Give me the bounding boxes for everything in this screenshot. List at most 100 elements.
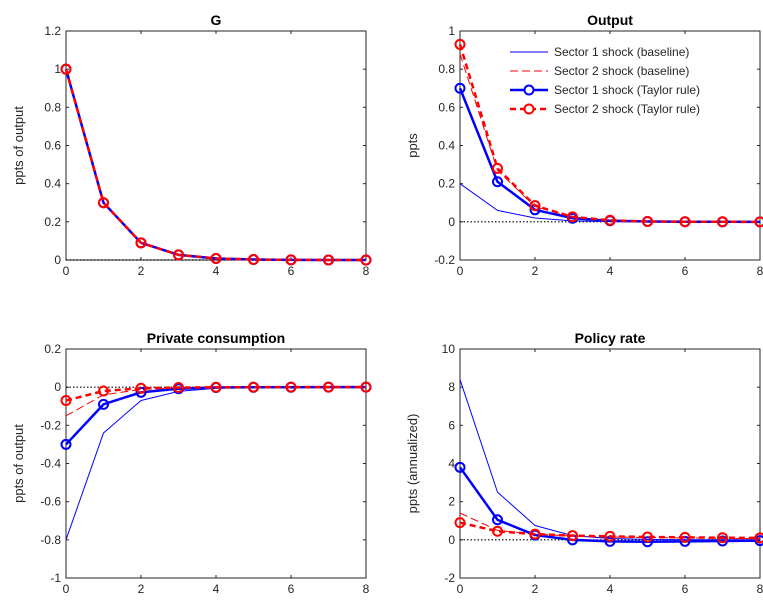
x-tick-label: 0 — [63, 264, 70, 278]
y-tick-label: 0.4 — [44, 177, 61, 191]
x-tick-label: 6 — [682, 582, 689, 596]
y-tick-label: -1 — [50, 571, 61, 585]
data-point-s2_taylor — [642, 531, 653, 543]
y-tick-label: 0 — [448, 533, 455, 547]
x-tick-label: 2 — [532, 582, 539, 596]
data-point-s2_taylor — [135, 237, 147, 249]
y-tick-label: -2 — [444, 571, 455, 585]
y-tick-label: -0.2 — [434, 253, 455, 267]
y-axis-label: ppts of output — [11, 424, 26, 503]
data-point-s2_taylor — [529, 528, 541, 540]
data-point-s2_taylor — [754, 532, 763, 544]
x-tick-label: 0 — [457, 582, 464, 596]
x-tick-label: 8 — [363, 582, 370, 596]
data-point-s2_taylor — [323, 381, 334, 393]
panel-title: Private consumption — [147, 330, 285, 346]
data-point-s2_taylor — [210, 381, 222, 393]
y-tick-label: 0.2 — [44, 215, 61, 229]
legend-entry: Sector 2 shock (baseline) — [554, 64, 689, 78]
y-tick-label: 0.6 — [44, 139, 61, 153]
data-point-s2_taylor — [285, 254, 297, 266]
y-tick-label: 1 — [54, 62, 61, 76]
y-tick-label: -0.8 — [40, 533, 61, 547]
data-point-s2_taylor — [60, 63, 72, 75]
data-point-s2_taylor — [492, 162, 503, 174]
y-tick-label: 2 — [448, 495, 455, 509]
series-line-s2_taylor — [64, 68, 367, 262]
axes-box — [65, 30, 367, 261]
x-tick-label: 4 — [213, 582, 220, 596]
data-point-s2_taylor — [210, 252, 222, 264]
y-tick-label: 0 — [54, 253, 61, 267]
x-tick-label: 6 — [288, 264, 295, 278]
data-point-s2_taylor — [567, 530, 578, 542]
data-point-s2_taylor — [360, 381, 372, 393]
x-tick-label: 6 — [288, 582, 295, 596]
legend-entry: Sector 1 shock (Taylor rule) — [554, 83, 700, 97]
data-point-s2_taylor — [454, 517, 466, 529]
y-tick-label: 0.2 — [44, 342, 61, 356]
y-axis-label: ppts — [405, 133, 420, 158]
x-tick-label: 4 — [607, 264, 614, 278]
y-tick-label: 1 — [448, 24, 455, 38]
legend-marker — [523, 84, 535, 96]
axes-box — [459, 348, 761, 579]
x-tick-label: 2 — [138, 582, 145, 596]
data-point-s2_taylor — [754, 216, 763, 228]
y-axis-label: ppts of output — [11, 106, 26, 185]
data-point-s1_taylor — [60, 438, 72, 450]
data-point-s2_taylor — [567, 211, 578, 223]
x-tick-label: 8 — [363, 264, 370, 278]
y-tick-label: 4 — [448, 457, 455, 471]
data-point-s2_taylor — [717, 532, 728, 544]
x-tick-label: 4 — [213, 264, 220, 278]
data-point-s2_taylor — [679, 216, 691, 228]
y-tick-label: 0 — [54, 380, 61, 394]
data-point-s2_taylor — [454, 38, 466, 50]
panel-2: 0 2 4 6 8 -1 -0.8 -0.6 -0.4 -0.2 0 0.2 Private consu… — [11, 330, 372, 596]
data-point-s2_taylor — [98, 197, 109, 209]
data-point-s1_taylor — [679, 535, 691, 547]
y-tick-label: 0.6 — [438, 100, 455, 114]
x-tick-label: 4 — [607, 582, 614, 596]
data-point-s2_taylor — [642, 215, 653, 227]
y-tick-label: -0.6 — [40, 495, 61, 509]
data-point-s2_taylor — [717, 216, 728, 228]
y-tick-label: -0.2 — [40, 418, 61, 432]
data-point-s2_taylor — [248, 381, 259, 393]
x-tick-label: 0 — [63, 582, 70, 596]
y-tick-label: 0.8 — [438, 62, 455, 76]
y-tick-label: -0.4 — [40, 457, 61, 471]
data-point-s2_taylor — [604, 214, 616, 226]
data-point-s1_taylor — [642, 536, 653, 548]
data-point-s2_taylor — [323, 254, 334, 266]
data-point-s2_taylor — [135, 382, 147, 394]
data-point-s2_taylor — [529, 200, 541, 212]
legend-marker — [523, 103, 535, 115]
panel-title: Policy rate — [575, 330, 646, 346]
y-tick-label: 10 — [442, 342, 456, 356]
panel-title: Output — [587, 12, 633, 28]
data-point-s2_taylor — [679, 531, 691, 543]
y-tick-label: 1.2 — [44, 24, 61, 38]
legend-entry: Sector 2 shock (Taylor rule) — [554, 102, 700, 116]
legend: Sector 1 shock (baseline) Sector 2 shock … — [510, 45, 700, 116]
series-line-s2_taylor — [459, 521, 761, 540]
data-point-s2_taylor — [98, 385, 109, 397]
x-tick-label: 8 — [757, 582, 763, 596]
y-tick-label: 0 — [448, 215, 455, 229]
data-point-s1_taylor — [454, 82, 466, 94]
data-point-s2_taylor — [604, 530, 616, 542]
y-tick-label: 0.2 — [438, 177, 455, 191]
x-tick-label: 8 — [757, 264, 763, 278]
panel-1: 0 2 4 6 8-0.200.20.40.60.81OutputpptsSector … — [405, 12, 763, 278]
data-point-s2_taylor — [248, 254, 259, 266]
x-tick-label: 6 — [682, 264, 689, 278]
series-line-s1_baseline — [459, 379, 761, 541]
y-tick-label: 0.8 — [44, 100, 61, 114]
data-point-s2_taylor — [492, 525, 503, 537]
series-line-s2_taylor — [65, 385, 366, 402]
data-point-s1_taylor — [454, 461, 466, 473]
legend-entry: Sector 1 shock (baseline) — [554, 45, 689, 59]
